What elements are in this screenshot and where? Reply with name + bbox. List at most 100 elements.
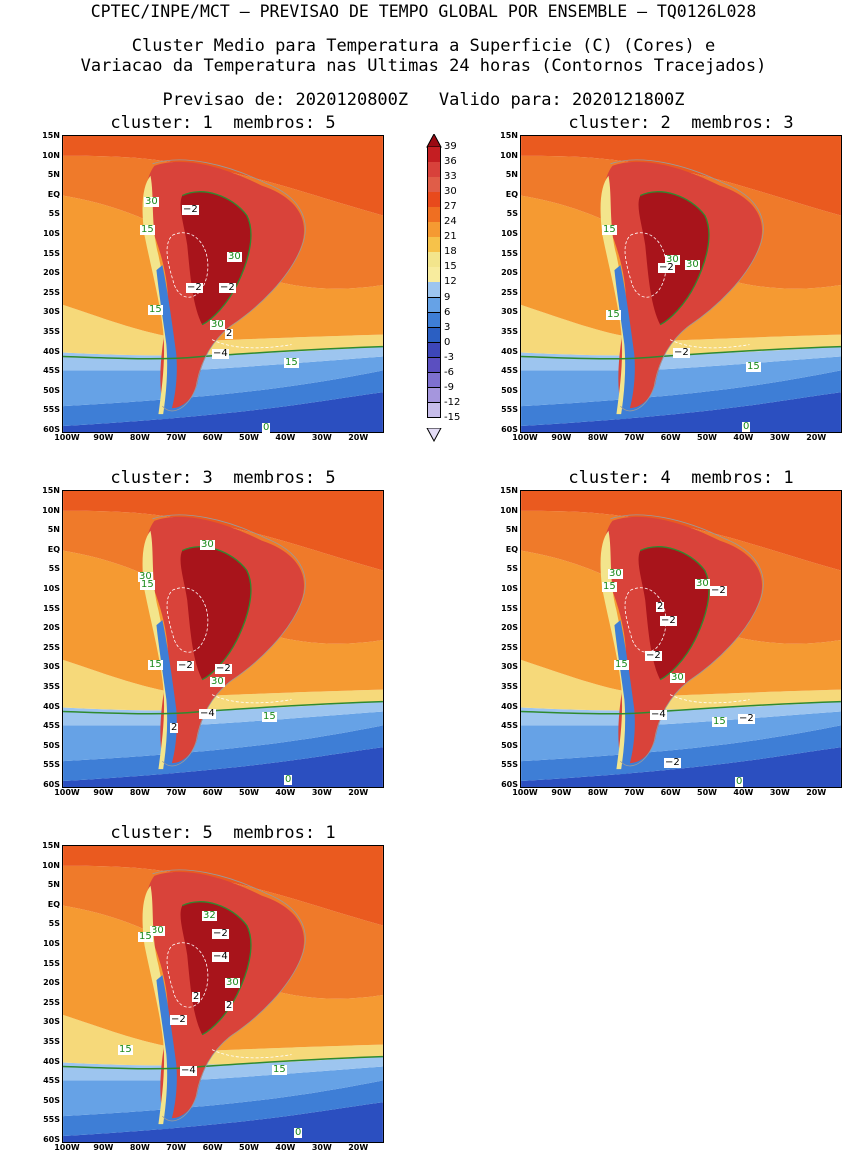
coastline [152, 514, 306, 767]
variation-contour [669, 694, 750, 704]
cluster-caption: cluster: 4 membros: 1 [568, 468, 794, 488]
contour-label: 0 [262, 422, 271, 433]
latitude-tick: 10N [42, 150, 60, 160]
legend-level-label: 12 [444, 276, 457, 288]
latitude-tick: 15S [43, 958, 60, 968]
longitude-tick: 40W [275, 433, 296, 442]
andes-cold-strip [156, 265, 177, 420]
latitude-tick: 15S [43, 603, 60, 613]
temperature-band [521, 392, 841, 432]
latitude-tick: 10S [43, 939, 60, 948]
cluster-panel: 15N 10N 5N EQ 5S 10S 15S 20S 25S 30S 35S 40S 45S 50S 5… [42, 487, 384, 797]
latitude-tick: 5S [48, 919, 60, 929]
cluster-panel: 15N 10N 5N EQ 5S 10S 15S 20S 25S 30S 35S 40S 45S 50S 5… [500, 132, 842, 442]
contour-label: −4 [650, 709, 667, 720]
longitude-tick: 20W [348, 788, 369, 797]
temperature-band [521, 304, 841, 356]
valid-label: Valido para: [438, 90, 562, 110]
longitude-tick: 60W [202, 1143, 223, 1152]
coastline [610, 514, 764, 767]
contour-label: 2 [192, 991, 201, 1002]
legend-swatch [427, 282, 441, 298]
contour-label: 15 [148, 659, 163, 670]
temperature-band [63, 725, 383, 782]
andes-cool-strip [142, 175, 175, 415]
contour-15 [521, 345, 841, 360]
andes-cool-strip [142, 530, 175, 770]
temperature-band [521, 346, 841, 371]
latitude-tick: 15S [43, 248, 60, 258]
latitude-tick: 60S [501, 425, 518, 434]
latitude-tick: EQ [47, 899, 60, 909]
contour-label: −4 [212, 348, 229, 359]
contour-15 [63, 345, 383, 360]
latitude-tick: 10N [42, 860, 60, 870]
contour-label: −2 [186, 282, 203, 293]
latitude-tick: 15S [501, 603, 518, 613]
legend-swatch [427, 222, 441, 238]
latitude-tick: 50S [43, 740, 60, 750]
contour-label: 2 [225, 1000, 234, 1011]
latitude-tick: 10S [501, 584, 518, 593]
longitude-tick: 40W [275, 1143, 296, 1152]
latitude-tick: 10S [43, 584, 60, 593]
temperature-band [63, 846, 383, 926]
temperature-band [521, 491, 841, 571]
contour-label: 15 [148, 304, 163, 315]
cluster-caption: cluster: 5 membros: 1 [110, 823, 336, 843]
latitude-tick: 10N [42, 505, 60, 515]
latitude-tick: 45S [501, 721, 518, 731]
longitude-tick: 100W [54, 788, 80, 797]
latitude-tick: 60S [501, 780, 518, 789]
latitude-tick: 60S [43, 780, 60, 789]
contour-label: −2 [664, 757, 681, 768]
legend-arrow-top [426, 134, 442, 148]
variation-contour [211, 1049, 292, 1059]
longitude-tick: 30W [769, 788, 790, 797]
cluster-panel: 15N 10N 5N EQ 5S 10S 15S 20S 25S 30S 35S 40S 45S 50S 5… [500, 487, 842, 797]
temperature-map [62, 845, 384, 1143]
legend-level-label: 9 [444, 291, 451, 303]
cluster-caption: cluster: 1 membros: 5 [110, 113, 336, 133]
variation-contour [669, 339, 750, 349]
contour-label: 30 [144, 196, 159, 207]
longitude-tick: 80W [587, 433, 608, 442]
latitude-tick: 55S [501, 405, 518, 415]
latitude-tick: 5S [48, 564, 60, 574]
contour-label: 15 [138, 931, 153, 942]
legend-swatch [427, 402, 441, 419]
contour-label: 15 [712, 716, 727, 727]
longitude-tick: 40W [275, 788, 296, 797]
legend-level-label: -15 [444, 411, 461, 423]
legend-swatch [427, 162, 441, 178]
longitude-tick: 30W [311, 1143, 332, 1152]
legend-level-label: 21 [444, 231, 457, 243]
contour-label: 0 [735, 776, 744, 787]
latitude-tick: 30S [43, 1017, 60, 1027]
latitude-tick: 25S [501, 642, 518, 652]
temperature-band [63, 370, 383, 427]
temperature-band [521, 725, 841, 782]
contour-30 [639, 546, 710, 681]
contour-label: 30 [138, 571, 153, 582]
latitude-tick: 40S [501, 346, 518, 356]
longitude-tick: 20W [806, 788, 827, 797]
legend-swatch [427, 387, 441, 404]
legend-arrow-bottom [426, 428, 442, 442]
coastline [152, 869, 306, 1122]
legend-level-label: -12 [444, 396, 461, 408]
contour-label: 15 [140, 224, 155, 235]
latitude-tick: 5S [506, 209, 518, 219]
latitude-tick: 35S [43, 1037, 60, 1046]
contour-label: −2 [212, 928, 229, 939]
latitude-tick: 55S [43, 405, 60, 415]
temperature-band [521, 356, 841, 407]
latitude-tick: EQ [47, 544, 60, 554]
latitude-tick: 20S [501, 623, 518, 633]
contour-label: 0 [284, 774, 293, 785]
contour-label: 15 [284, 357, 299, 368]
legend-swatch [427, 327, 441, 344]
contour-label: −4 [199, 708, 216, 719]
longitude-tick: 100W [512, 433, 538, 442]
temperature-map [62, 490, 384, 788]
